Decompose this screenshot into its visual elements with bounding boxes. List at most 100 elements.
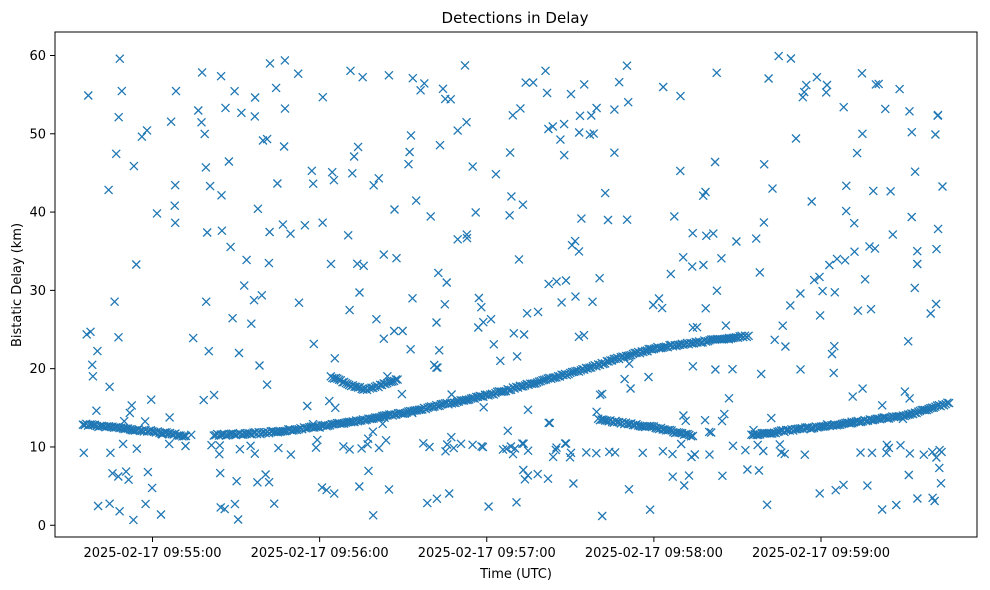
data-point-854 [933,224,943,234]
data-point-838 [791,134,801,143]
data-point-639 [265,227,275,237]
data-point-999 [523,446,533,456]
data-point-391 [367,383,376,393]
data-point-699 [312,435,322,445]
data-point-706 [824,260,834,270]
data-point-659 [867,448,877,458]
data-point-406 [393,375,403,385]
data-point-698 [557,297,567,307]
data-point-874 [847,417,857,427]
data-point-765 [311,443,321,453]
data-point-375 [338,377,347,387]
data-point-809 [300,220,310,230]
data-point-851 [712,68,722,78]
data-point-983 [829,368,839,378]
y-tick-label-2: 20 [29,362,46,377]
data-point-888 [156,510,166,519]
data-point-866 [110,297,120,307]
data-point-727 [114,332,123,342]
data-point-868 [759,217,769,227]
data-point-852 [552,277,562,287]
data-point-719 [710,365,720,374]
data-point-804 [204,346,214,356]
data-point-59 [181,431,191,441]
data-point-656 [440,299,450,309]
data-point-1036 [246,441,256,451]
data-point-961 [125,408,135,418]
data-point-734 [382,371,392,381]
data-point-742 [548,122,558,131]
data-point-977 [250,93,260,102]
data-point-599 [408,293,417,303]
data-point-538 [879,413,889,422]
data-point-645 [799,87,809,97]
data-point-1014 [705,450,714,460]
data-point-877 [576,214,586,224]
data-point-784 [286,229,295,239]
data-point-836 [786,54,796,63]
data-point-717 [561,439,571,449]
data-point-616 [426,211,436,221]
data-point-679 [230,499,240,509]
data-point-208 [466,394,476,404]
data-point-995 [754,466,764,475]
data-point-714 [170,180,180,190]
data-point-899 [751,234,761,244]
data-point-846 [111,149,121,159]
data-point-766 [390,205,399,214]
data-point-723 [905,106,914,116]
data-point-982 [188,333,198,343]
data-point-622 [521,78,531,88]
data-point-931 [434,345,444,355]
data-point-754 [701,187,710,197]
data-point-1045 [345,444,355,454]
data-point-600 [318,218,328,228]
data-point-958 [505,210,515,220]
data-point-835 [379,334,389,344]
data-point-197 [447,398,457,408]
data-point-842 [658,82,668,92]
data-point-797 [217,226,227,236]
data-point-891 [293,69,303,79]
data-point-731 [821,87,831,97]
data-point-937 [798,92,808,102]
data-point-134 [337,418,347,428]
data-point-762 [541,66,550,76]
data-point-760 [308,179,318,189]
data-point-612 [438,84,448,94]
data-point-949 [379,250,389,260]
data-point-956 [429,360,439,370]
data-point-1050 [780,449,790,459]
data-point-1040 [610,447,620,457]
data-point-826 [474,293,484,303]
data-point-832 [857,129,867,139]
data-point-81 [245,429,255,439]
data-point-594 [926,309,936,318]
data-point-607 [679,481,689,490]
data-point-712 [912,246,922,256]
data-point-647 [701,303,711,313]
data-point-461 [688,431,698,441]
data-point-648 [731,237,741,246]
data-point-844 [489,339,499,349]
data-point-921 [453,126,463,136]
data-point-638 [721,321,731,331]
data-point-1033 [690,450,700,459]
data-point-984 [724,393,734,403]
data-point-1003 [235,444,245,454]
data-point-959 [644,372,653,382]
data-point-716 [506,191,516,201]
data-point-676 [592,407,602,417]
data-point-811 [900,387,910,397]
data-point-704 [330,353,340,363]
data-point-755 [405,147,415,157]
data-point-402 [386,377,396,387]
data-point-692 [141,499,151,509]
data-point-595 [82,329,92,339]
data-point-675 [261,470,271,479]
data-point-853 [622,215,632,225]
data-point-926 [848,392,858,402]
data-point-904 [128,515,138,525]
data-point-869 [657,303,667,313]
data-point-694 [624,484,634,494]
